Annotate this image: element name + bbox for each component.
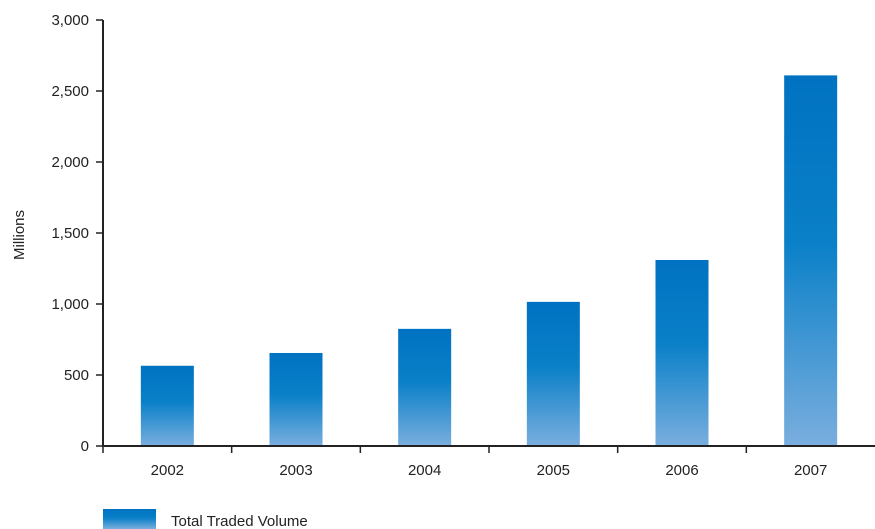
y-tick-label: 500: [64, 367, 89, 384]
legend: Total Traded Volume: [103, 509, 308, 529]
x-tick-label-2007: 2007: [794, 462, 827, 479]
x-tick-label-2006: 2006: [665, 462, 698, 479]
legend-swatch-total-traded-volume: [103, 509, 156, 529]
bar-2005: [526, 301, 580, 446]
bars-group: [140, 75, 838, 446]
y-tick-label: 2,000: [51, 154, 89, 171]
bar-2002: [140, 365, 194, 446]
y-axis-label: Millions: [11, 210, 28, 260]
x-tick-label-2004: 2004: [408, 462, 441, 479]
y-axis-ticks: 0 500 1,000 1,500 2,000 2,500 3,000: [51, 12, 103, 455]
y-tick-label: 2,500: [51, 83, 89, 100]
x-tick-label-2003: 2003: [279, 462, 312, 479]
x-tick-label-2002: 2002: [151, 462, 184, 479]
bar-2007: [784, 75, 838, 446]
y-tick-label: 1,500: [51, 225, 89, 242]
legend-label-total-traded-volume: Total Traded Volume: [171, 513, 308, 529]
x-tick-label-2005: 2005: [537, 462, 570, 479]
x-axis-ticks: 2002 2003 2004 2005 2006 2007: [102, 446, 827, 479]
y-tick-label: 1,000: [51, 296, 89, 313]
y-tick-label: 0: [81, 438, 89, 455]
bar-2006: [655, 259, 709, 446]
y-tick-label: 3,000: [51, 12, 89, 29]
bar-2003: [269, 352, 323, 446]
bar-2004: [398, 328, 452, 446]
